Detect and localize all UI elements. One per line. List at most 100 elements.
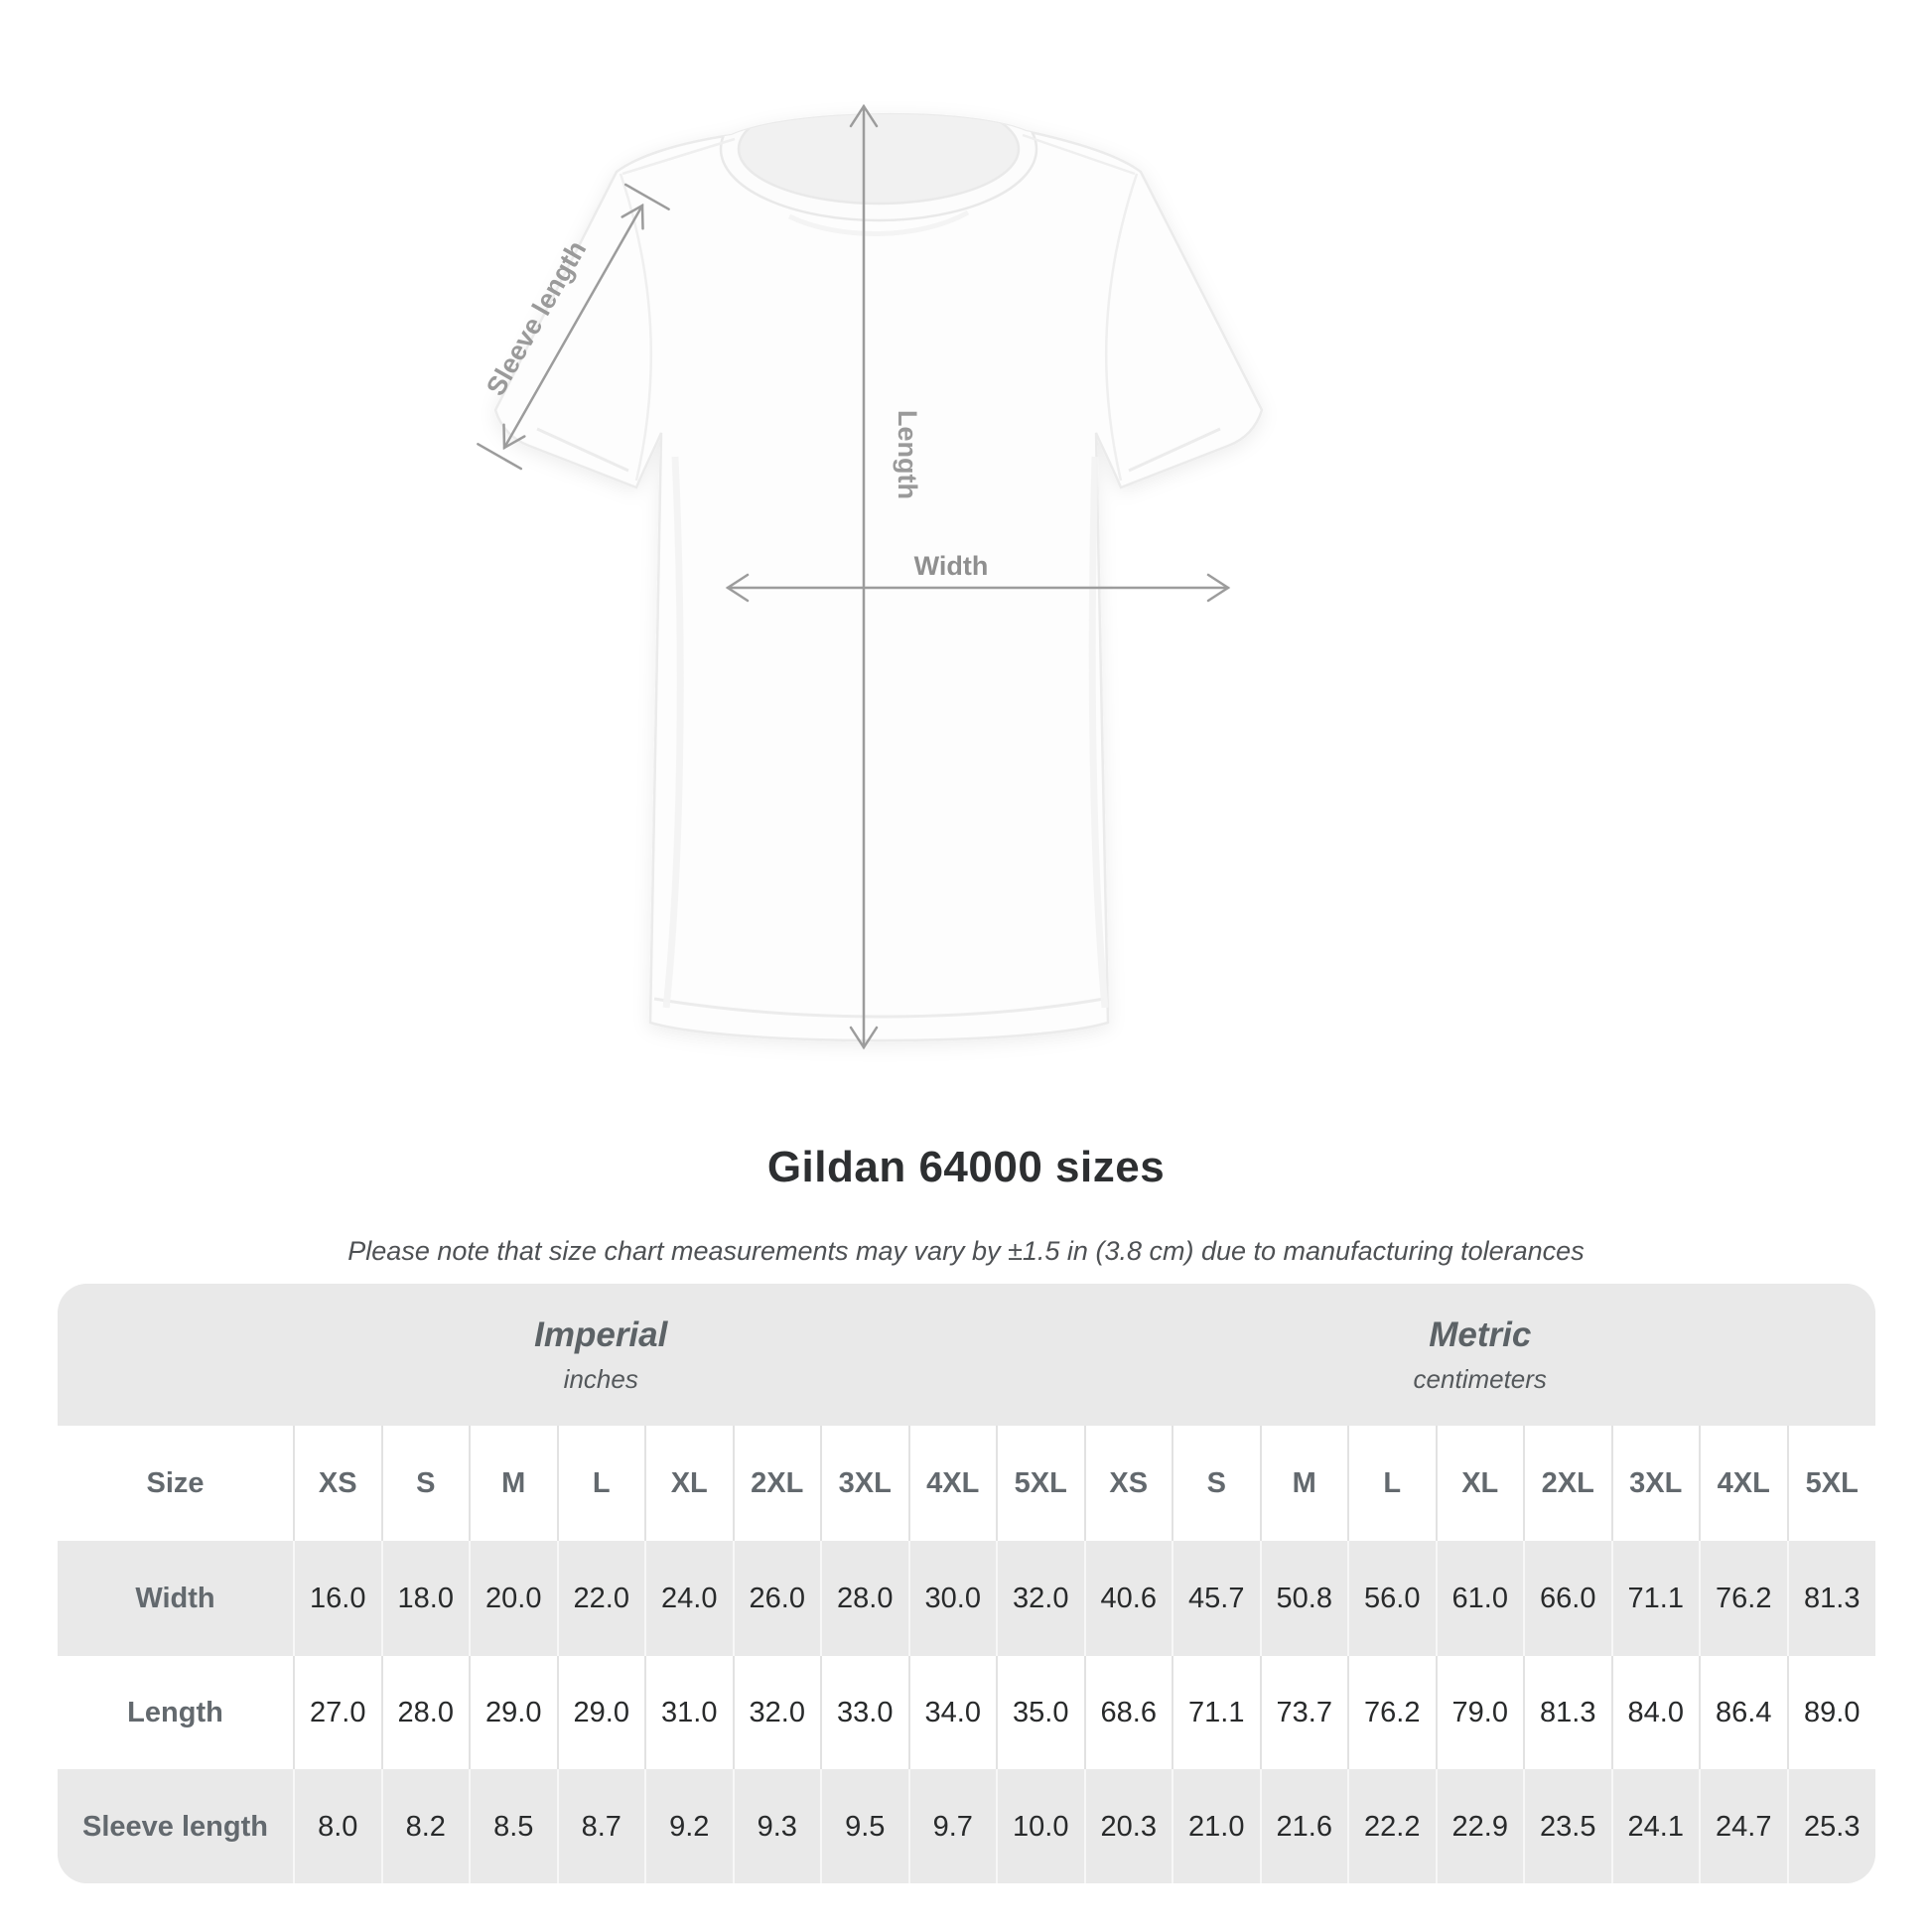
hem-stitches — [536, 427, 1221, 1019]
value-cell-metric: 20.3 — [1083, 1769, 1173, 1883]
value-cell-metric: 71.1 — [1610, 1541, 1700, 1656]
value-cell-metric: 73.7 — [1259, 1656, 1348, 1769]
row-label: Length — [127, 1696, 223, 1728]
imperial-sublabel: inches — [563, 1363, 638, 1394]
row-label: Width — [135, 1582, 215, 1614]
size-header-metric: S — [1172, 1426, 1261, 1541]
value-cell-metric: 76.2 — [1699, 1541, 1788, 1656]
value-cell-imperial: 29.0 — [469, 1656, 558, 1769]
value-cell-metric: 21.0 — [1172, 1769, 1261, 1883]
value-cell-metric: 66.0 — [1523, 1541, 1612, 1656]
value-cell-metric: 71.1 — [1172, 1656, 1261, 1769]
width-arrow — [725, 573, 1231, 603]
value-cell-imperial: 34.0 — [907, 1656, 997, 1769]
size-table-panel: Imperial inches Metric centimeters Size X… — [58, 1284, 1875, 1883]
value-cell-imperial: 28.0 — [380, 1656, 470, 1769]
tshirt-graphic — [493, 112, 1264, 1042]
value-cell-metric: 76.2 — [1347, 1656, 1437, 1769]
size-header-metric: L — [1347, 1426, 1437, 1541]
collar — [719, 114, 1038, 222]
value-cell-metric: 21.6 — [1259, 1769, 1348, 1883]
value-cell-imperial: 8.0 — [293, 1769, 382, 1883]
size-header-row: Size XS S M L XL 2XL 3XL 4XL 5XL XS S M L XL 2XL 3XL 4XL 5… — [58, 1426, 1875, 1541]
size-header-imperial: 4XL — [907, 1426, 997, 1541]
size-header-imperial: S — [380, 1426, 470, 1541]
value-cell-imperial: 8.2 — [380, 1769, 470, 1883]
tshirt-measurement-figure: Sleeve length Length Width — [477, 103, 1264, 1050]
value-cell-imperial: 22.0 — [556, 1541, 645, 1656]
value-cell-imperial: 9.7 — [907, 1769, 997, 1883]
length-arrow — [849, 103, 879, 1050]
size-header-metric: M — [1259, 1426, 1348, 1541]
measurement-row: Length 27.0 28.0 29.0 29.0 31.0 32.0 33.0 34.0 35… — [58, 1656, 1875, 1769]
value-cell-imperial: 33.0 — [820, 1656, 909, 1769]
seam-lines — [619, 133, 1139, 482]
value-cell-imperial: 10.0 — [996, 1769, 1085, 1883]
value-cell-metric: 23.5 — [1523, 1769, 1612, 1883]
metric-sublabel: centimeters — [1413, 1363, 1547, 1394]
size-header-imperial: 3XL — [820, 1426, 909, 1541]
tolerance-note: Please note that size chart measurements… — [347, 1236, 1585, 1266]
value-cell-imperial: 16.0 — [293, 1541, 382, 1656]
metric-header: Metric centimeters — [1085, 1284, 1876, 1426]
value-cell-metric: 50.8 — [1259, 1541, 1348, 1656]
sleeve-length-arrow — [477, 183, 670, 471]
value-cell-imperial: 29.0 — [556, 1656, 645, 1769]
size-table: Imperial inches Metric centimeters Size X… — [58, 1284, 1875, 1883]
value-cell-imperial: 9.3 — [732, 1769, 821, 1883]
value-cell-imperial: 32.0 — [732, 1656, 821, 1769]
value-cell-imperial: 32.0 — [996, 1541, 1085, 1656]
metric-label: Metric — [1429, 1314, 1532, 1354]
value-cell-imperial: 27.0 — [293, 1656, 382, 1769]
size-header-imperial: M — [469, 1426, 558, 1541]
value-cell-imperial: 8.7 — [556, 1769, 645, 1883]
size-header-metric: XL — [1435, 1426, 1524, 1541]
size-header-metric: 2XL — [1523, 1426, 1612, 1541]
size-header-imperial: 5XL — [996, 1426, 1085, 1541]
size-header-metric: XS — [1083, 1426, 1173, 1541]
value-cell-metric: 40.6 — [1083, 1541, 1173, 1656]
unit-header-row: Imperial inches Metric centimeters — [58, 1284, 1875, 1426]
row-label: Sleeve length — [82, 1810, 268, 1843]
value-cell-imperial: 35.0 — [996, 1656, 1085, 1769]
value-cell-metric: 45.7 — [1172, 1541, 1261, 1656]
value-cell-imperial: 20.0 — [469, 1541, 558, 1656]
value-cell-metric: 89.0 — [1786, 1656, 1875, 1769]
size-header-metric: 5XL — [1786, 1426, 1875, 1541]
value-cell-metric: 24.7 — [1699, 1769, 1788, 1883]
size-header-metric: 3XL — [1610, 1426, 1700, 1541]
value-cell-metric: 84.0 — [1610, 1656, 1700, 1769]
value-cell-imperial: 18.0 — [380, 1541, 470, 1656]
width-label: Width — [914, 551, 989, 581]
fabric-folds — [662, 209, 1109, 1009]
value-cell-metric: 79.0 — [1435, 1656, 1524, 1769]
value-cell-imperial: 28.0 — [820, 1541, 909, 1656]
size-header-imperial: 2XL — [732, 1426, 821, 1541]
length-label: Length — [893, 410, 922, 499]
value-cell-imperial: 26.0 — [732, 1541, 821, 1656]
value-cell-imperial: 9.2 — [644, 1769, 734, 1883]
value-cell-metric: 81.3 — [1786, 1541, 1875, 1656]
value-cell-metric: 68.6 — [1083, 1656, 1173, 1769]
measurement-row: Sleeve length 8.0 8.2 8.5 8.7 9.2 9.3 9.5 9.7 10.… — [58, 1769, 1875, 1883]
value-cell-imperial: 31.0 — [644, 1656, 734, 1769]
value-cell-imperial: 30.0 — [907, 1541, 997, 1656]
page-title: Gildan 64000 sizes — [766, 1143, 1166, 1191]
value-cell-imperial: 24.0 — [644, 1541, 734, 1656]
size-header-imperial: XS — [293, 1426, 382, 1541]
value-cell-metric: 22.2 — [1347, 1769, 1437, 1883]
value-cell-imperial: 9.5 — [820, 1769, 909, 1883]
value-cell-metric: 56.0 — [1347, 1541, 1437, 1656]
value-cell-metric: 86.4 — [1699, 1656, 1788, 1769]
value-cell-imperial: 8.5 — [469, 1769, 558, 1883]
value-cell-metric: 61.0 — [1435, 1541, 1524, 1656]
value-cell-metric: 24.1 — [1610, 1769, 1700, 1883]
measurement-row: Width 16.0 18.0 20.0 22.0 24.0 26.0 28.0 30.0 32.… — [58, 1541, 1875, 1656]
size-column-header: Size — [146, 1466, 205, 1499]
size-header-imperial: L — [556, 1426, 645, 1541]
value-cell-metric: 81.3 — [1523, 1656, 1612, 1769]
imperial-label: Imperial — [534, 1314, 668, 1354]
imperial-header: Imperial inches — [58, 1284, 1085, 1426]
size-header-metric: 4XL — [1699, 1426, 1788, 1541]
